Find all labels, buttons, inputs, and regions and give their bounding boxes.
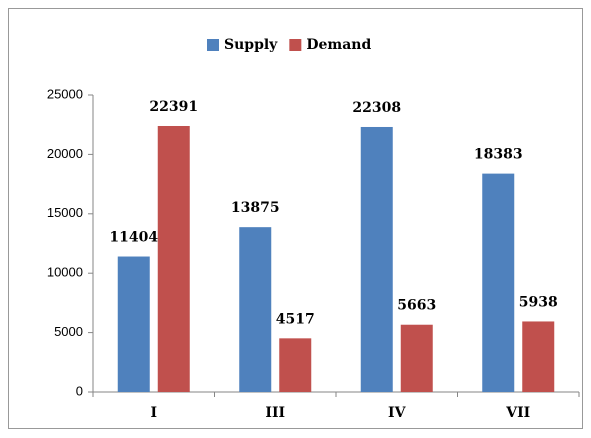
value-label: 18383 — [474, 147, 523, 163]
value-label: 13875 — [231, 200, 280, 216]
y-tick-label: 20000 — [47, 146, 83, 161]
bar — [400, 324, 433, 392]
x-tick-label: III — [265, 405, 285, 421]
legend-swatch — [289, 39, 302, 51]
legend-label: Demand — [306, 37, 371, 53]
y-tick-label: 15000 — [47, 205, 83, 220]
value-label: 5938 — [519, 294, 558, 310]
bar — [117, 256, 150, 392]
x-tick-label: VII — [505, 405, 530, 421]
bar — [279, 338, 312, 392]
value-label: 5663 — [397, 298, 436, 314]
y-tick-label: 25000 — [47, 86, 83, 101]
legend-swatch — [207, 39, 219, 51]
y-tick-label: 10000 — [47, 265, 83, 280]
legend-label: Supply — [224, 37, 278, 53]
value-label: 22308 — [352, 100, 401, 116]
x-tick-label: IV — [388, 405, 407, 421]
value-label: 4517 — [276, 311, 315, 327]
bar — [157, 125, 190, 392]
x-tick-label: I — [150, 405, 157, 421]
bar — [522, 321, 555, 392]
y-tick-label: 5000 — [54, 324, 83, 339]
bar — [360, 126, 393, 392]
bar — [239, 227, 272, 392]
bar — [482, 173, 515, 392]
value-label: 22391 — [149, 99, 198, 115]
y-tick-label: 0 — [76, 383, 83, 398]
value-label: 11404 — [109, 230, 158, 246]
